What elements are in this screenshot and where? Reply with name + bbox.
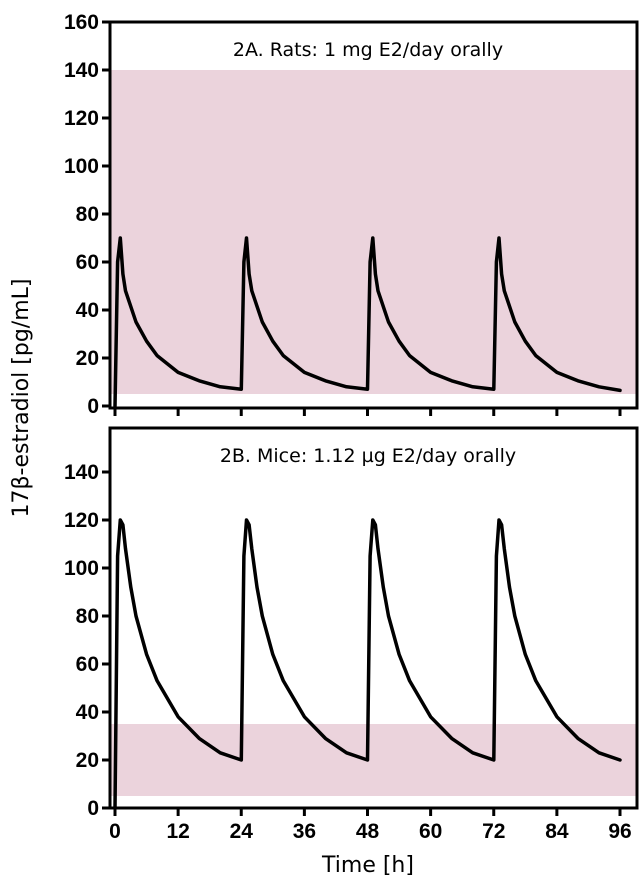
- shaded-range-band: [111, 724, 636, 796]
- x-tick-label: 84: [545, 820, 569, 843]
- plot-frame: [108, 426, 639, 810]
- y-axis-title: 17β-estradiol [pg/mL]: [9, 279, 34, 518]
- y-tick-label: 0: [87, 797, 99, 820]
- concentration-curve: [113, 518, 622, 810]
- panel-title: 2B. Mice: 1.12 µg E2/day orally: [220, 445, 516, 467]
- concentration-curve: [113, 236, 622, 408]
- y-tick-label: 140: [64, 461, 99, 484]
- y-tick-label: 80: [76, 605, 99, 628]
- x-tick-label: 36: [293, 820, 316, 843]
- y-tick-label: 40: [76, 299, 99, 322]
- y-tick-label: 60: [76, 653, 99, 676]
- x-tick-label: 60: [419, 820, 442, 843]
- y-tick-label: 160: [64, 11, 99, 34]
- y-tick-label: 100: [64, 557, 99, 580]
- y-tick-label: 120: [64, 107, 99, 130]
- x-tick-label: 48: [356, 820, 380, 843]
- y-tick-label: 60: [76, 251, 99, 274]
- y-tick-label: 140: [64, 59, 99, 82]
- y-tick-label: 80: [76, 203, 99, 226]
- y-tick-label: 100: [64, 155, 99, 178]
- x-tick-label: 12: [166, 820, 189, 843]
- shaded-range-band: [111, 70, 636, 394]
- panel-a: 0 20 40 60 80 100 120 140 160 2A. Rats: 1 mg E2/d…: [64, 11, 639, 418]
- x-tick-label: 72: [482, 820, 505, 843]
- panel-title: 2A. Rats: 1 mg E2/day orally: [233, 39, 503, 61]
- y-tick-label: 20: [76, 749, 99, 772]
- x-tick-label: 24: [230, 820, 254, 843]
- x-axis-title: Time [h]: [321, 853, 414, 878]
- y-tick-label: 20: [76, 347, 99, 370]
- y-tick-label: 0: [87, 395, 99, 418]
- x-tick-label: 0: [109, 820, 121, 843]
- x-tick-label: 96: [608, 820, 631, 843]
- y-tick-label: 40: [76, 701, 99, 724]
- y-tick-label: 120: [64, 509, 99, 532]
- panel-b: 0 20 40 60 80 100 120 140 0 12 24 36 48 60 72 84 96 2B. M…: [64, 426, 639, 843]
